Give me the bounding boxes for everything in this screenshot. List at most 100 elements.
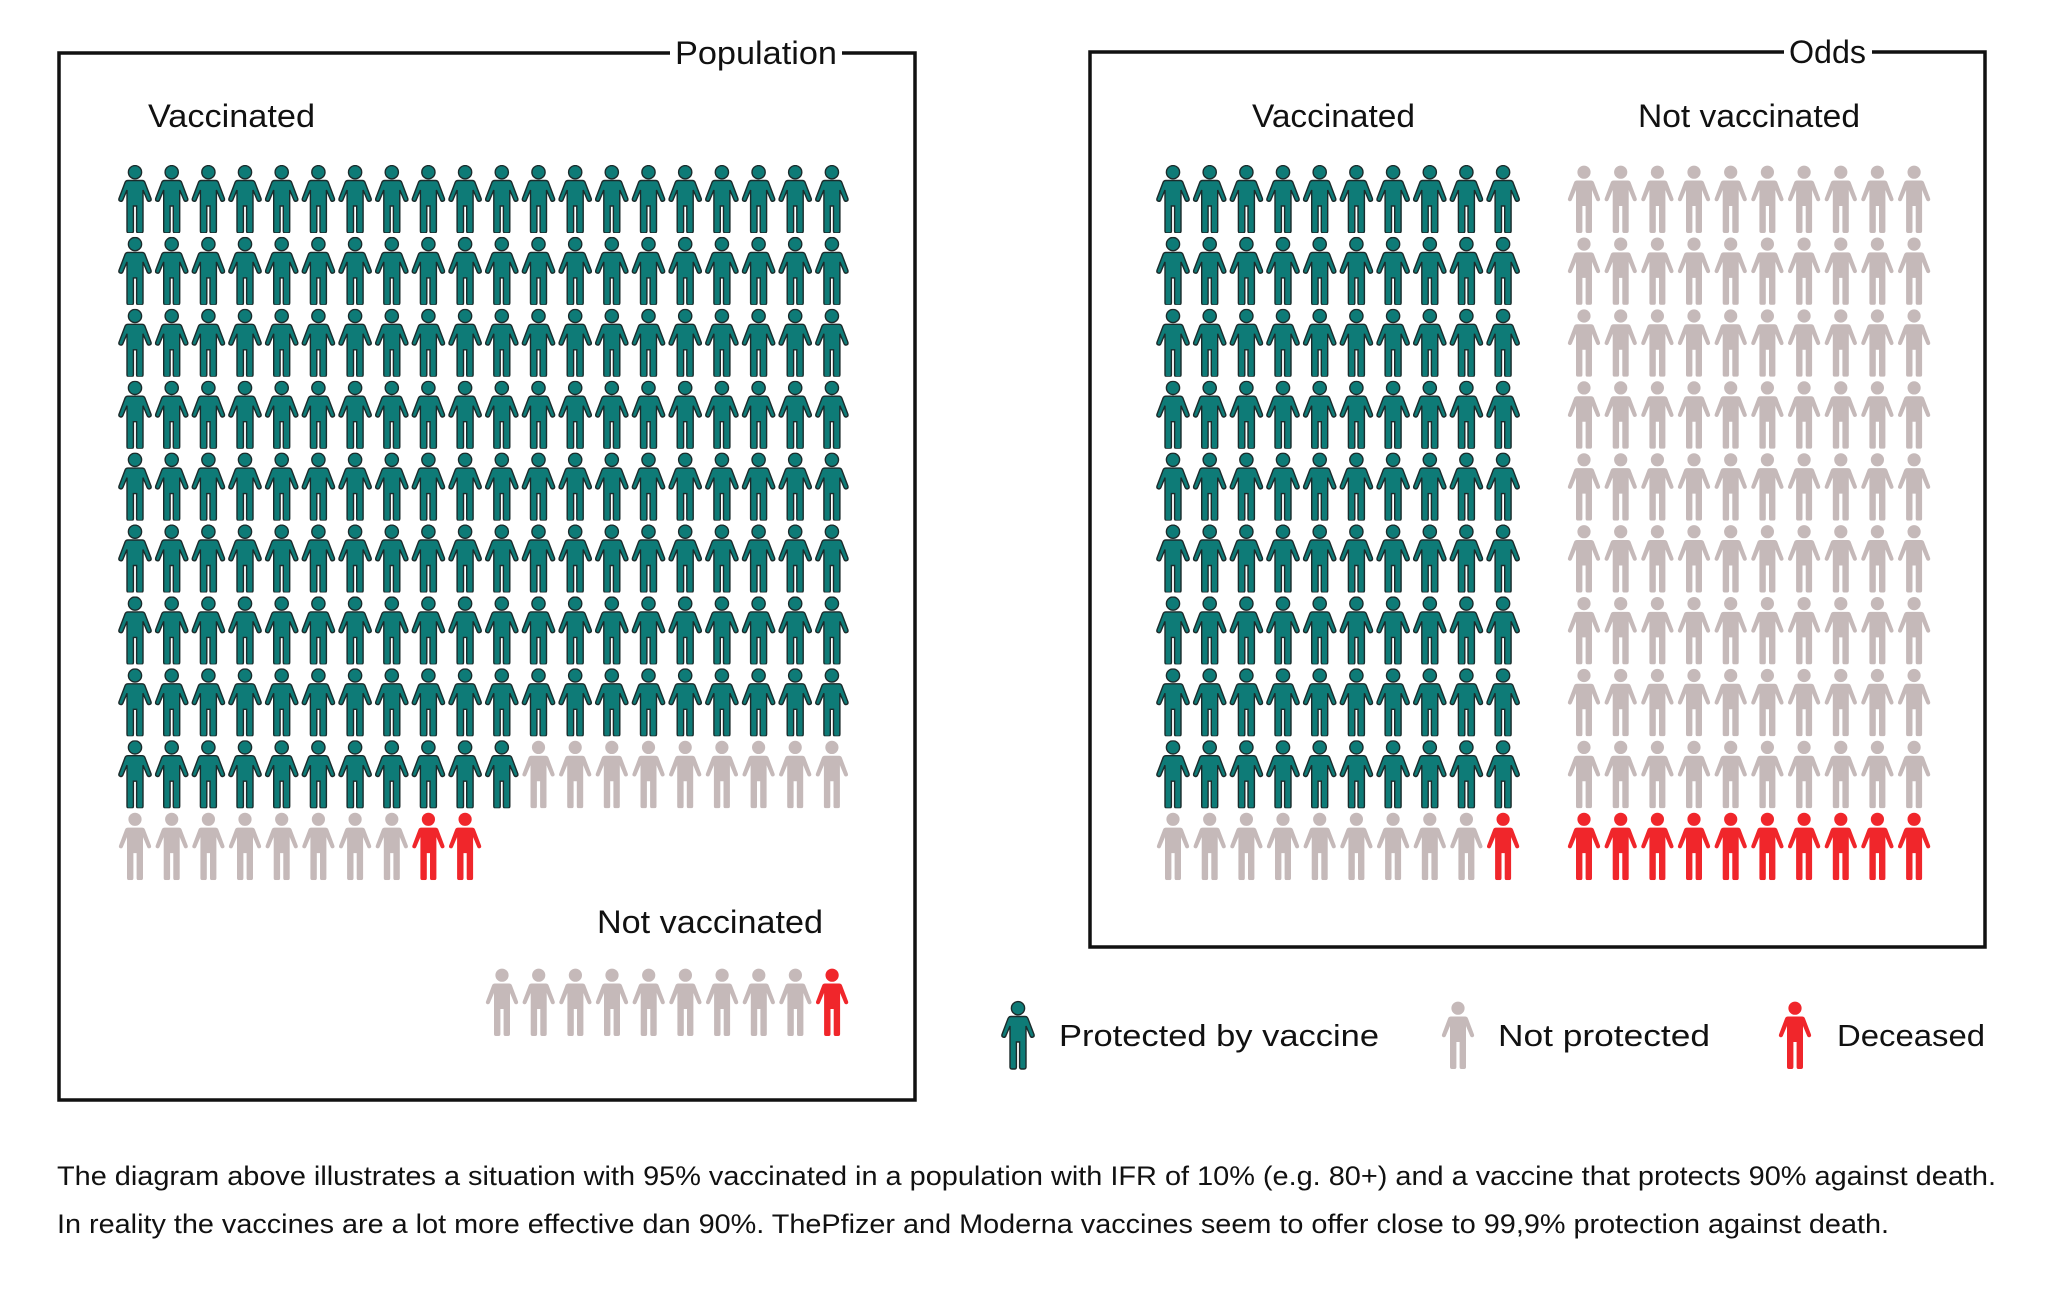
person-icon-protected	[815, 165, 849, 233]
person-icon-protected	[1229, 236, 1264, 305]
person-icon-not-protected	[1751, 740, 1784, 809]
person-icon-protected	[594, 452, 629, 521]
person-icon-not-protected	[1787, 597, 1821, 665]
person-icon-protected	[338, 668, 372, 737]
person-icon-protected	[374, 308, 409, 377]
population-frame	[57, 51, 917, 1102]
person-icon-not-protected	[1641, 740, 1674, 809]
person-icon-protected	[1412, 380, 1447, 449]
person-icon-not-protected	[1897, 381, 1931, 449]
person-icon-not-protected	[522, 740, 555, 809]
person-icon-protected	[594, 165, 629, 233]
person-icon-not-protected	[1156, 812, 1190, 881]
person-icon-deceased	[1897, 812, 1931, 881]
person-icon-not-protected	[1861, 453, 1894, 521]
person-icon-protected	[338, 380, 372, 449]
person-icon-not-protected	[1677, 381, 1711, 449]
person-icon-deceased	[1824, 812, 1857, 881]
person-icon-not-protected	[1861, 309, 1894, 377]
person-icon-not-protected	[1897, 668, 1931, 737]
person-icon-protected	[1156, 524, 1190, 593]
person-icon-protected	[521, 308, 556, 377]
person-icon-protected	[594, 596, 629, 665]
person-icon-not-protected	[1861, 668, 1894, 737]
person-icon-protected	[1376, 308, 1410, 377]
person-icon-protected	[118, 596, 152, 665]
person-icon-protected	[1486, 740, 1520, 809]
person-icon-protected	[815, 236, 849, 305]
person-icon-protected	[484, 308, 519, 377]
person-icon-protected	[1302, 524, 1337, 593]
person-icon-protected	[1266, 380, 1300, 449]
person-icon-not-protected	[1751, 597, 1784, 665]
person-icon-protected	[1486, 524, 1520, 593]
person-icon-not-protected	[632, 968, 665, 1036]
person-icon-protected	[154, 308, 189, 377]
person-icon-protected	[1302, 740, 1337, 809]
person-icon-not-protected	[559, 740, 592, 809]
person-icon-protected	[1266, 740, 1300, 809]
person-icon-protected	[558, 524, 593, 593]
person-icon-protected	[1449, 236, 1484, 305]
person-icon-protected	[1229, 524, 1264, 593]
person-icon-protected	[521, 668, 556, 737]
person-icon-protected	[191, 740, 226, 809]
person-icon-protected	[228, 452, 262, 521]
legend-item-protected: Protected by vaccine	[1001, 1000, 1379, 1070]
person-icon-protected	[118, 740, 152, 809]
person-icon-protected	[1449, 380, 1484, 449]
legend-label-not-protected: Not protected	[1498, 1018, 1710, 1053]
person-icon-protected	[118, 308, 152, 377]
person-icon-protected	[1376, 380, 1410, 449]
person-icon-protected	[1156, 236, 1190, 305]
person-icon-protected	[154, 452, 189, 521]
person-icon-protected	[154, 165, 189, 233]
person-icon-protected	[484, 452, 519, 521]
person-icon-protected	[411, 452, 446, 521]
person-icon-protected	[558, 308, 593, 377]
person-icon-protected	[815, 308, 849, 377]
person-icon-not-protected	[1677, 597, 1711, 665]
person-icon-protected	[668, 524, 703, 593]
person-icon-protected	[338, 740, 372, 809]
person-icon-protected	[1486, 668, 1520, 737]
person-icon-deceased	[815, 968, 849, 1036]
person-icon-protected	[264, 668, 299, 737]
person-icon-protected	[118, 524, 152, 593]
population-panel: Population Vaccinated Not vaccinated	[57, 35, 917, 1102]
person-icon-protected	[484, 524, 519, 593]
person-icon-not-protected	[1714, 165, 1747, 233]
person-icon-protected	[374, 596, 409, 665]
person-icon-protected	[484, 596, 519, 665]
person-icon-protected	[705, 596, 739, 665]
person-icon-not-protected	[1714, 668, 1747, 737]
person-icon-not-protected	[1567, 597, 1601, 665]
person-icon-protected	[558, 596, 593, 665]
person-icon-protected	[1302, 668, 1337, 737]
person-icon-protected	[264, 380, 299, 449]
person-icon-protected	[411, 596, 446, 665]
person-icon-not-protected	[705, 740, 739, 809]
person-icon-protected	[228, 308, 262, 377]
person-icon-protected	[1339, 380, 1374, 449]
person-icon-protected	[228, 524, 262, 593]
person-icon-protected	[1486, 165, 1520, 233]
person-icon-not-protected	[1604, 165, 1637, 233]
person-icon-protected	[1156, 165, 1190, 233]
person-icon-protected	[228, 236, 262, 305]
person-icon-not-protected	[265, 812, 298, 881]
person-icon-protected	[1339, 596, 1374, 665]
person-icon-deceased	[448, 812, 482, 881]
person-icon-not-protected	[302, 812, 335, 881]
person-icon-protected	[668, 380, 703, 449]
person-icon-protected	[338, 596, 372, 665]
person-icon-protected	[484, 668, 519, 737]
person-icon-protected	[558, 452, 593, 521]
person-icon-protected	[374, 740, 409, 809]
person-icon-protected	[448, 236, 482, 305]
person-icon-protected	[1376, 452, 1410, 521]
person-icon-protected	[301, 308, 336, 377]
person-icon-protected	[301, 380, 336, 449]
person-icon-not-protected	[1604, 668, 1637, 737]
person-icon-protected	[778, 165, 813, 233]
